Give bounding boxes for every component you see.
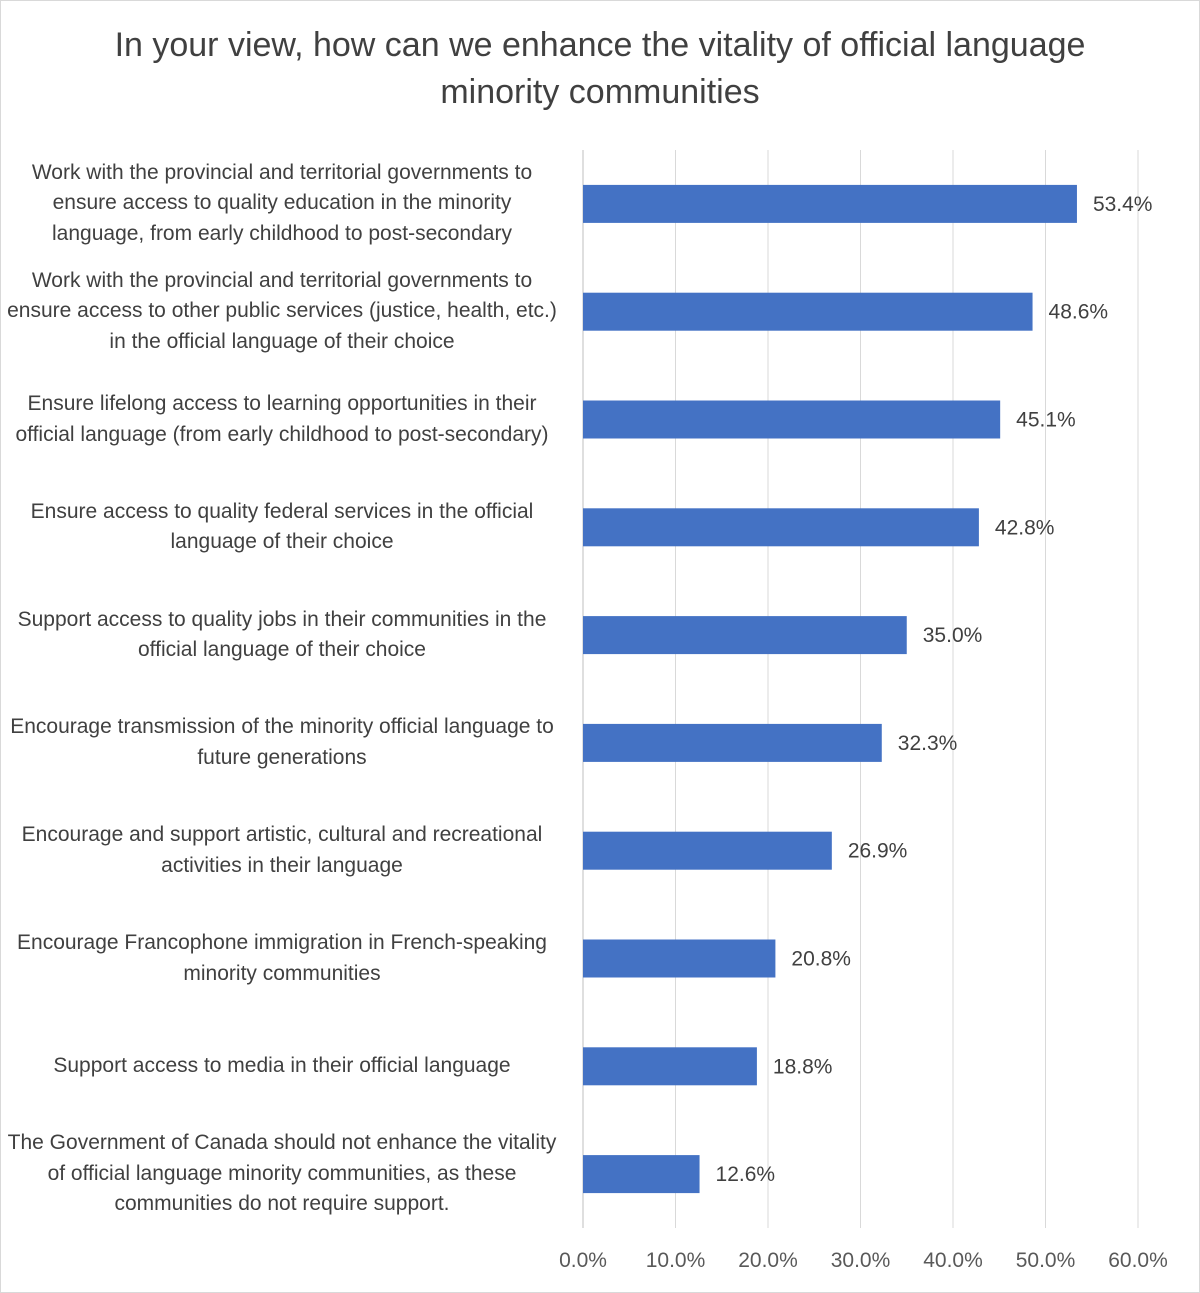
- bar: [583, 723, 882, 762]
- data-label: 35.0%: [923, 624, 983, 647]
- bar: [583, 184, 1077, 223]
- category-label: Encourage and support artistic, cultural…: [21, 823, 543, 877]
- category-label: Encourage transmission of the minority o…: [10, 715, 554, 769]
- bar: [583, 400, 1001, 439]
- data-label: 42.8%: [995, 516, 1055, 539]
- category-label: Work with the provincial and territorial…: [31, 160, 533, 245]
- data-label: 53.4%: [1093, 193, 1153, 216]
- category-label: Encourage Francophone immigration in Fre…: [17, 931, 547, 985]
- bar: [583, 1155, 700, 1194]
- data-label: 18.8%: [773, 1055, 833, 1078]
- x-tick-label: 40.0%: [923, 1249, 983, 1272]
- data-label: 48.6%: [1049, 301, 1109, 324]
- bar: [583, 831, 832, 870]
- x-tick-label: 60.0%: [1108, 1249, 1168, 1272]
- x-tick-label: 30.0%: [831, 1249, 891, 1272]
- category-label: Ensure access to quality federal service…: [30, 499, 534, 554]
- data-label: 32.3%: [898, 732, 958, 755]
- bar: [583, 939, 776, 978]
- chart-title: In your view, how can we enhance the vit…: [114, 26, 1086, 111]
- bar: [583, 508, 979, 547]
- data-label: 45.1%: [1016, 409, 1076, 432]
- category-label: Ensure lifelong access to learning oppor…: [15, 392, 549, 446]
- category-label: Support access to media in their officia…: [53, 1053, 511, 1077]
- bar: [583, 292, 1033, 331]
- category-label: Support access to quality jobs in their …: [17, 607, 547, 662]
- data-label: 12.6%: [716, 1163, 776, 1186]
- x-tick-label: 50.0%: [1016, 1249, 1076, 1272]
- bar: [583, 616, 907, 655]
- category-label: The Government of Canada should not enha…: [7, 1131, 557, 1216]
- x-tick-label: 0.0%: [559, 1249, 607, 1272]
- x-tick-label: 20.0%: [738, 1249, 798, 1272]
- data-label: 26.9%: [848, 840, 908, 863]
- x-tick-label: 10.0%: [646, 1249, 706, 1272]
- bar: [583, 1047, 757, 1086]
- category-label: Work with the provincial and territorial…: [7, 268, 557, 353]
- data-label: 20.8%: [791, 948, 851, 971]
